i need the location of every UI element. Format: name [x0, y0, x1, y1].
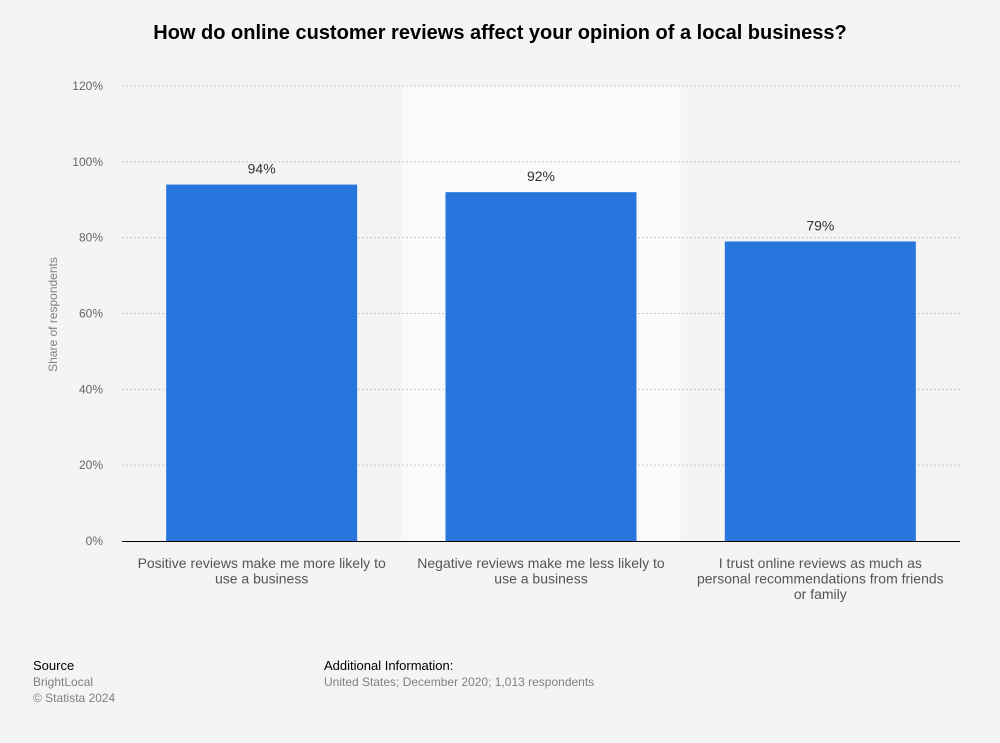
additional-info-heading: Additional Information: — [324, 658, 454, 673]
x-axis-ticks: Positive reviews make me more likely to u… — [138, 555, 944, 602]
chart-title: How do online customer reviews affect yo… — [153, 22, 847, 44]
source-heading: Source — [33, 658, 75, 673]
additional-info-block: Additional Information: United States; D… — [324, 658, 594, 690]
bar[interactable] — [166, 184, 358, 542]
bars — [166, 184, 916, 542]
y-tick-label: 60% — [79, 307, 103, 321]
y-tick-label: 40% — [79, 382, 103, 396]
x-tick-label: Negative reviews make me less likely to u… — [417, 555, 665, 587]
y-tick-label: 0% — [86, 534, 104, 548]
y-tick-label: 100% — [72, 155, 103, 169]
y-tick-label: 120% — [72, 79, 103, 93]
x-tick-label: I trust online reviews as much as persona… — [697, 555, 944, 602]
y-tick-label: 80% — [79, 231, 103, 245]
data-label: 94% — [248, 161, 276, 177]
bar[interactable] — [445, 192, 637, 541]
bar[interactable] — [724, 241, 916, 542]
source-name[interactable]: BrightLocal — [33, 675, 94, 689]
x-tick-label: Positive reviews make me more likely to u… — [138, 555, 386, 587]
data-labels: 94% 92% 79% — [248, 161, 835, 234]
y-tick-label: 20% — [79, 458, 103, 472]
source-block: Source BrightLocal © Statista 2024 — [33, 658, 115, 706]
y-axis-title: Share of respondents — [46, 257, 60, 372]
data-label: 92% — [527, 168, 555, 184]
data-label: 79% — [806, 217, 834, 233]
additional-info-text: United States; December 2020; 1,013 resp… — [324, 675, 595, 689]
y-axis-ticks: 0% 20% 40% 60% 80% 100% 120% — [72, 79, 103, 548]
copyright-text: © Statista 2024 — [33, 691, 116, 705]
